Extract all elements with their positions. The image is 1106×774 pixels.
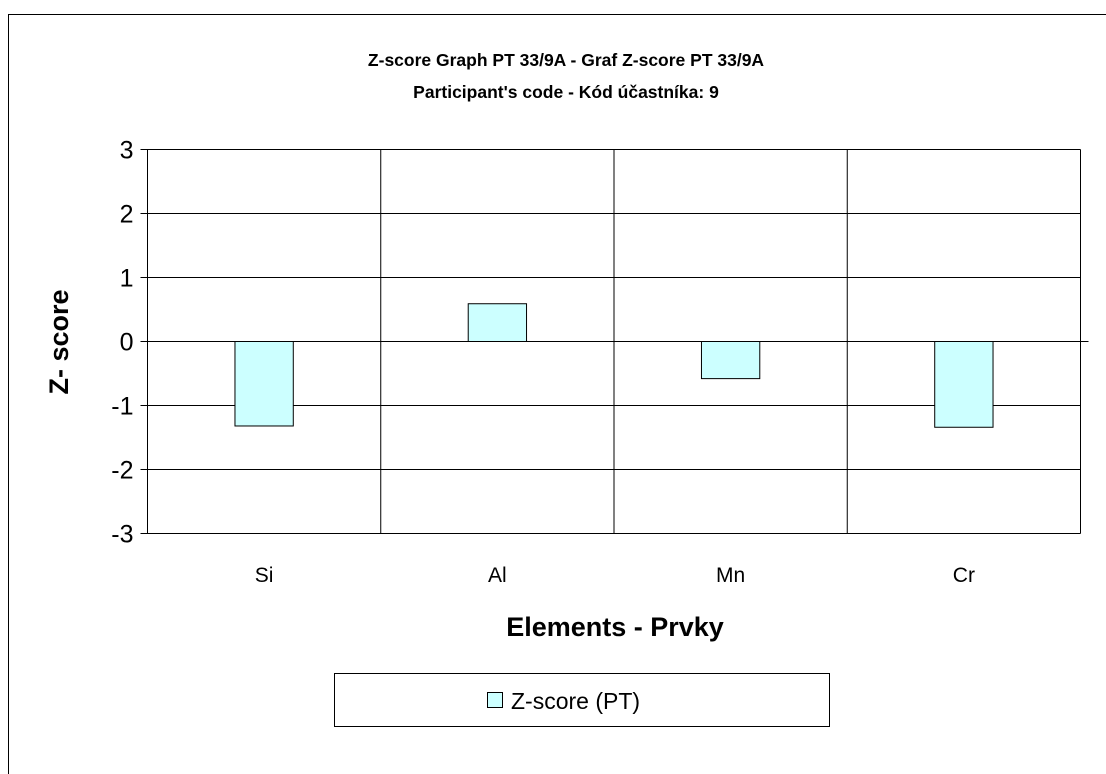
- legend: Z-score (PT): [334, 673, 830, 727]
- bar-al: [467, 303, 528, 342]
- x-tick-label-cr: Cr: [953, 564, 975, 587]
- chart-title-line-1: Z-score Graph PT 33/9A - Graf Z-score PT…: [368, 50, 765, 70]
- y-tick-labels: 3 2 1 0 -1 -2 -3: [111, 137, 133, 549]
- y-tick-label: -3: [111, 521, 133, 549]
- plot-bars: [234, 303, 994, 428]
- x-axis-title: Elements - Prvky: [506, 612, 724, 642]
- legend-box: [334, 673, 830, 727]
- plot-axis: [140, 149, 1089, 534]
- x-tick-label-al: Al: [488, 564, 507, 587]
- bar-cr: [934, 341, 994, 428]
- y-tick-label: 3: [120, 137, 134, 165]
- y-axis-title: Z- score: [44, 289, 74, 394]
- x-tick-labels: Si Al Mn Cr: [255, 564, 975, 587]
- chart-frame: [8, 14, 1106, 774]
- y-tick-label: -2: [111, 457, 133, 485]
- y-tick-label: 1: [120, 265, 134, 293]
- bar-si: [234, 341, 294, 427]
- y-tick-label: 0: [120, 329, 134, 357]
- y-tick-label: -1: [111, 393, 133, 421]
- x-tick-label-si: Si: [255, 564, 274, 587]
- y-tick-label: 2: [120, 201, 134, 229]
- chart-title-line-2: Participant's code - Kód účastníka: 9: [413, 82, 719, 102]
- x-tick-label-mn: Mn: [716, 564, 745, 587]
- bar-mn: [700, 341, 761, 380]
- legend-swatch: [487, 692, 503, 708]
- legend-label: Z-score (PT): [511, 688, 640, 714]
